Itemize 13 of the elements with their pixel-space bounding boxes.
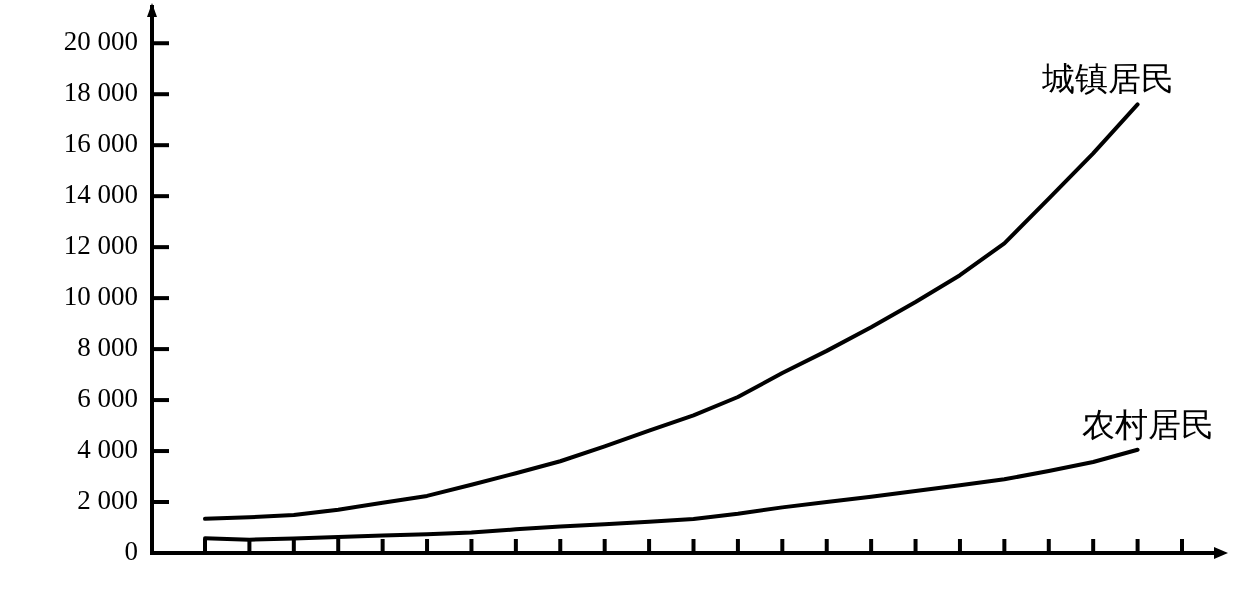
y-tick-label: 20 000: [63, 25, 138, 56]
y-tick-label: 4 000: [77, 433, 138, 464]
y-tick-label: 6 000: [77, 382, 138, 413]
y-tick-label: 8 000: [77, 331, 138, 362]
y-tick-label: 18 000: [63, 76, 138, 107]
y-tick-label: 14 000: [63, 178, 138, 209]
series-label: 农村居民: [1081, 406, 1214, 443]
y-tick-label: 10 000: [63, 280, 138, 311]
y-tick-label: 2 000: [77, 484, 138, 515]
y-tick-label: 12 000: [63, 229, 138, 260]
series-label: 城镇居民: [1040, 61, 1174, 98]
y-tick-label: 16 000: [63, 127, 138, 158]
y-tick-label: 0: [124, 535, 138, 566]
